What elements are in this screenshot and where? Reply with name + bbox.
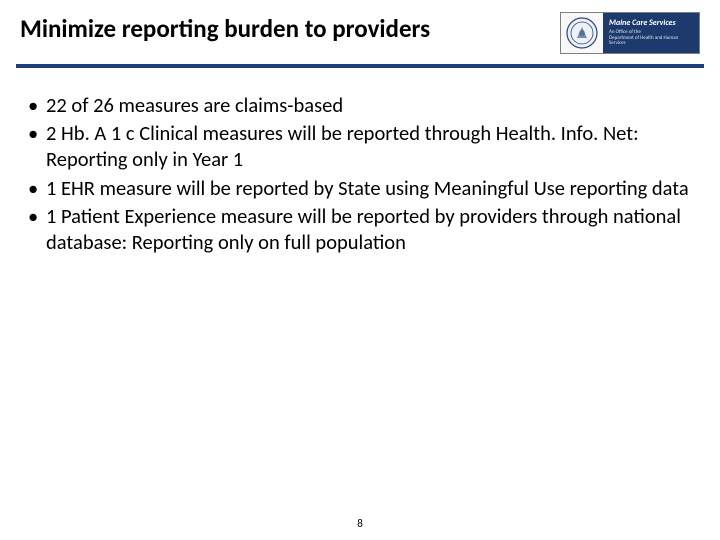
logo-subline-2: Department of Health and Human Services bbox=[609, 36, 693, 47]
logo-seal bbox=[561, 13, 603, 53]
slide: Minimize reporting burden to providers M… bbox=[0, 0, 720, 540]
list-item: 22 of 26 measures are claims-based bbox=[28, 92, 692, 118]
bullet-list: 22 of 26 measures are claims-based 2 Hb.… bbox=[28, 92, 692, 255]
list-item: 2 Hb. A 1 c Clinical measures will be re… bbox=[28, 120, 692, 172]
list-item: 1 Patient Experience measure will be rep… bbox=[28, 203, 692, 255]
list-item: 1 EHR measure will be reported by State … bbox=[28, 175, 692, 201]
seal-icon bbox=[565, 16, 599, 50]
logo-box: Maine Care Services An Office of the Dep… bbox=[560, 12, 700, 54]
slide-title: Minimize reporting burden to providers bbox=[20, 14, 560, 44]
logo-text: Maine Care Services An Office of the Dep… bbox=[603, 13, 699, 53]
logo-brand: Maine Care Services bbox=[609, 19, 693, 28]
page-number: 8 bbox=[0, 517, 720, 530]
header: Minimize reporting burden to providers M… bbox=[0, 0, 720, 54]
content-area: 22 of 26 measures are claims-based 2 Hb.… bbox=[0, 68, 720, 255]
